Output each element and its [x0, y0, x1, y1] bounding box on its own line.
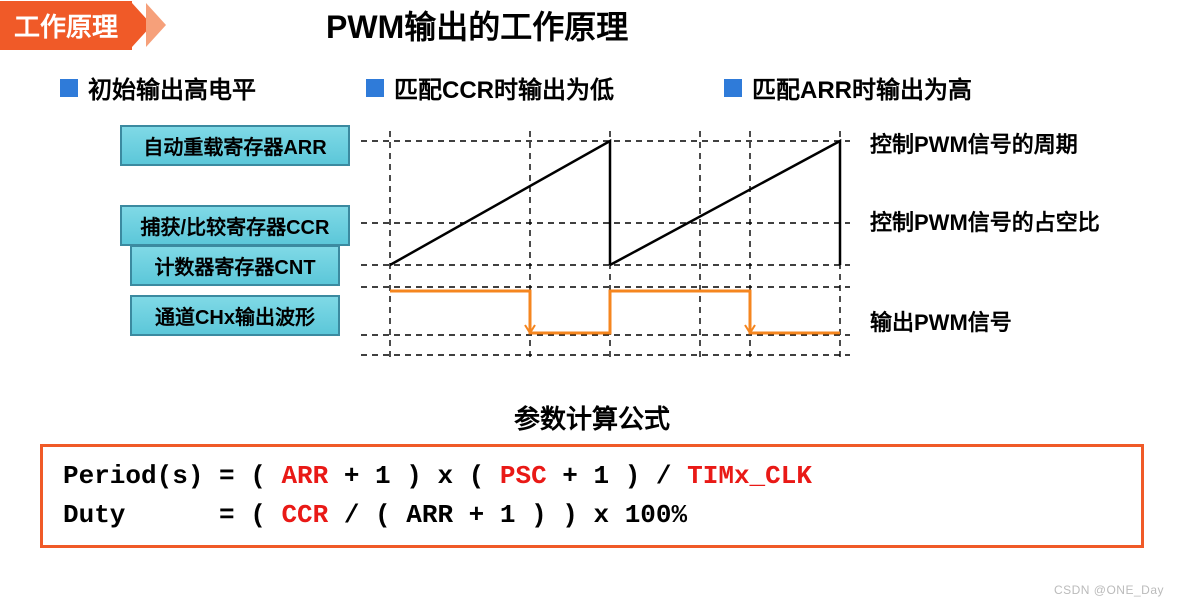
chevron-icon — [146, 3, 166, 47]
formula-title: 参数计算公式 — [0, 399, 1184, 436]
page-title: PWM输出的工作原理 — [326, 2, 628, 48]
diagram: 自动重载寄存器ARR 捕获/比较寄存器CCR 计数器寄存器CNT 通道CHx输出… — [40, 115, 1140, 395]
bullet-item: 匹配ARR时输出为高 — [724, 70, 972, 105]
watermark: CSDN @ONE_Day — [1054, 583, 1164, 597]
register-cnt: 计数器寄存器CNT — [130, 245, 340, 286]
timing-chart — [360, 115, 850, 365]
formula-line2: Duty = ( CCR / ( ARR + 1 ) ) x 100% — [63, 500, 687, 530]
t: Period(s) = ( — [63, 461, 281, 491]
t: + 1 ) / — [547, 461, 687, 491]
label-out: 输出PWM信号 — [870, 305, 1012, 337]
bullet-item: 初始输出高电平 — [60, 70, 256, 105]
t: / ( ARR + 1 ) ) x 100% — [328, 500, 687, 530]
bullet-item: 匹配CCR时输出为低 — [366, 70, 614, 105]
formula-line1: Period(s) = ( ARR + 1 ) x ( PSC + 1 ) / … — [63, 461, 812, 491]
t: CCR — [281, 500, 328, 530]
t: Duty = ( — [63, 500, 281, 530]
t: ARR — [281, 461, 328, 491]
register-arr: 自动重载寄存器ARR — [120, 125, 350, 166]
label-ccr: 控制PWM信号的占空比 — [870, 205, 1100, 237]
square-icon — [366, 79, 384, 97]
t: PSC — [500, 461, 547, 491]
header: 工作原理 PWM输出的工作原理 — [0, 0, 1184, 50]
t: TIMx_CLK — [687, 461, 812, 491]
bullet-label: 初始输出高电平 — [88, 70, 256, 105]
bullet-row: 初始输出高电平 匹配CCR时输出为低 匹配ARR时输出为高 — [0, 50, 1184, 115]
register-chx: 通道CHx输出波形 — [130, 295, 340, 336]
bullet-label: 匹配ARR时输出为高 — [752, 70, 972, 105]
label-arr: 控制PWM信号的周期 — [870, 127, 1078, 159]
t: + 1 ) x ( — [328, 461, 500, 491]
section-badge: 工作原理 — [0, 1, 132, 50]
bullet-label: 匹配CCR时输出为低 — [394, 70, 614, 105]
square-icon — [724, 79, 742, 97]
register-ccr: 捕获/比较寄存器CCR — [120, 205, 350, 246]
square-icon — [60, 79, 78, 97]
formula-box: Period(s) = ( ARR + 1 ) x ( PSC + 1 ) / … — [40, 444, 1144, 548]
